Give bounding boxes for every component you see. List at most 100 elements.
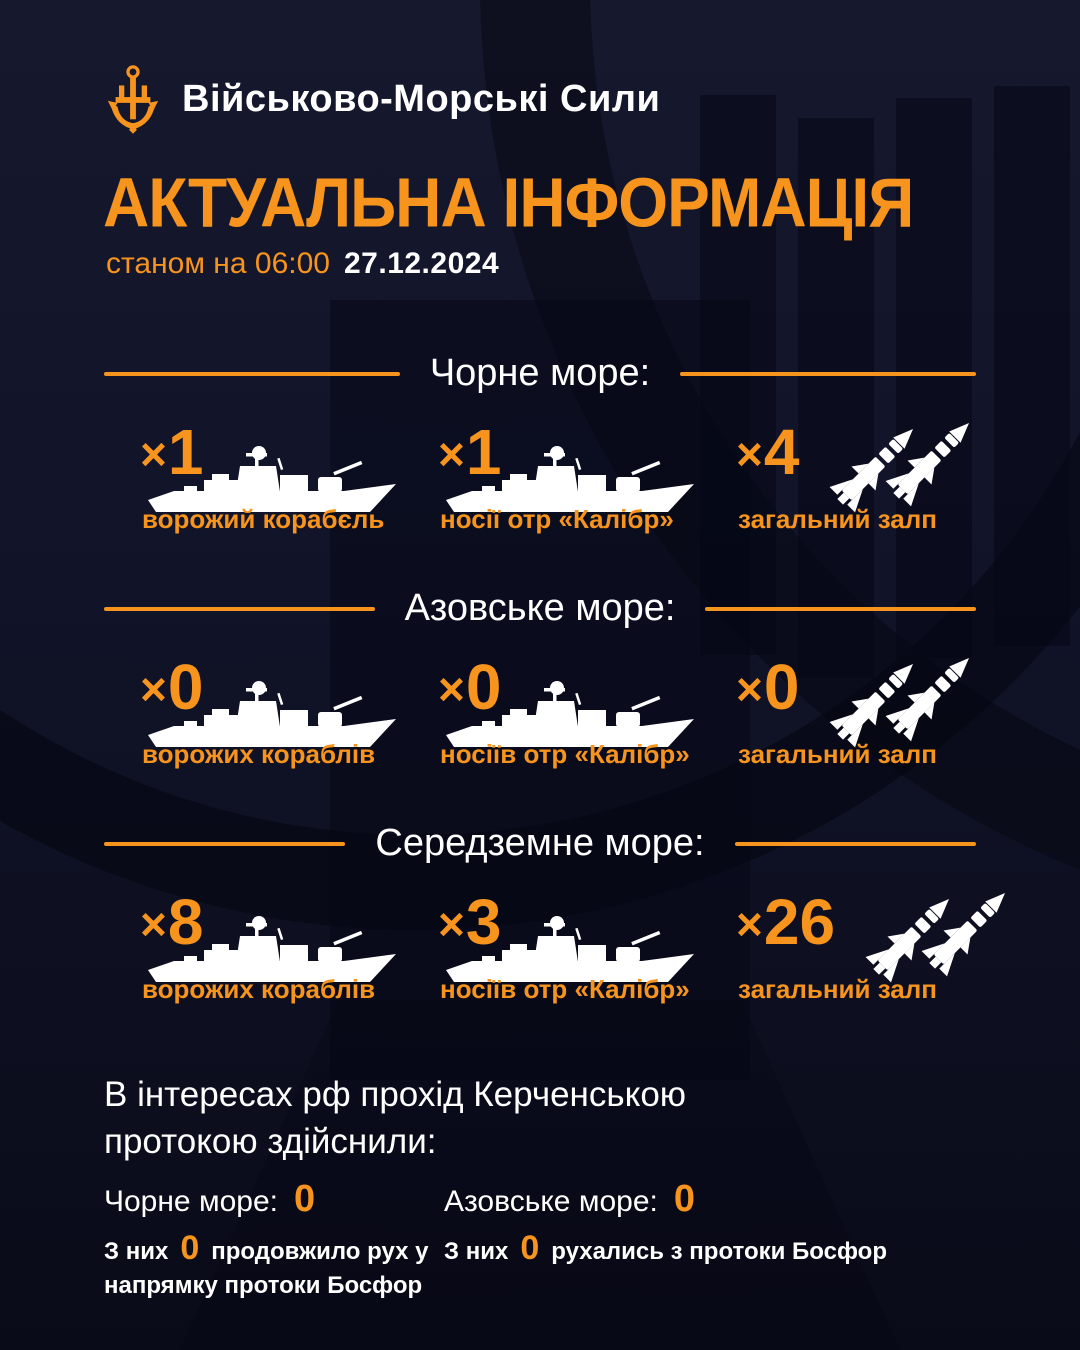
divider-line [680, 371, 977, 376]
kerch-heading: В інтересах рф прохід Керченською проток… [104, 1075, 687, 1161]
stat-value: 3 [465, 886, 502, 958]
times-sign: × [140, 428, 167, 480]
stat-total-salvo: ×26 [736, 890, 1066, 1030]
missiles-icon [829, 657, 970, 748]
times-sign: × [736, 663, 763, 715]
stat-label: ворожих кораблів [142, 974, 376, 1004]
page-title: АКТУАЛЬНА ІНФОРМАЦІЯ [103, 163, 914, 242]
stat-label: ворожих кораблів [142, 739, 376, 769]
times-sign: × [438, 898, 465, 950]
kerch-sea-line: Азовське море: 0 [444, 1180, 924, 1219]
kerch-detail: З них 0 рухались з протоки Босфор [444, 1231, 924, 1269]
warship-icon [446, 916, 694, 982]
mediterranean-sea-stats-row: ×8 [0, 890, 1080, 1030]
kerch-detail-text: продовжило рух у напрямку протоки Босфор [104, 1238, 429, 1299]
stat-value: 0 [465, 651, 502, 723]
stat-figure: ×3 [438, 890, 768, 986]
warship-icon [148, 681, 396, 747]
section-mediterranean-sea-header: Середземне море: [0, 822, 1080, 865]
kerch-sea-label: Чорне море: [104, 1185, 278, 1218]
stat-count: ×8 [140, 890, 203, 954]
kerch-detail: З них 0 продовжило рух у напрямку протоки … [104, 1231, 444, 1302]
stat-value: 1 [465, 416, 502, 488]
black-sea-stats-row: ×1 [0, 420, 1080, 560]
stat-count: ×1 [438, 420, 501, 484]
times-sign: × [140, 663, 167, 715]
kerch-detail-prefix: З них [444, 1238, 509, 1265]
section-title: Чорне море: [429, 352, 651, 394]
org-name: Військово-Морські Сили [182, 77, 661, 120]
stat-figure: ×0 [140, 655, 470, 751]
stat-figure: ×0 [438, 655, 768, 751]
kerch-sea-label: Азовське море: [444, 1185, 658, 1218]
stat-total-salvo: ×0 [736, 655, 1066, 795]
stat-figure: ×26 [736, 890, 1066, 986]
stat-figure: ×8 [140, 890, 470, 986]
divider-line [705, 606, 976, 611]
stat-label: носії отр «Калібр» [440, 504, 674, 534]
stat-count: ×4 [736, 420, 799, 484]
divider-line [104, 841, 346, 846]
stat-value: 0 [763, 651, 800, 723]
times-sign: × [736, 898, 763, 950]
kerch-detail-value: 0 [520, 1229, 540, 1267]
stat-label: загальний залп [738, 504, 937, 534]
stat-kalibr-carriers: ×0 [438, 655, 768, 795]
times-sign: × [438, 663, 465, 715]
divider-line [104, 371, 400, 376]
stat-figure: ×1 [438, 420, 768, 516]
warship-icon [446, 446, 694, 512]
stat-enemy-ships: ×0 [140, 655, 470, 795]
stat-value: 26 [763, 886, 836, 958]
header: Військово-Морські Сили [104, 64, 660, 134]
section-title: Середземне море: [375, 822, 705, 864]
stat-figure: ×0 [736, 655, 1066, 751]
stat-count: ×0 [140, 655, 203, 719]
divider-line [734, 841, 977, 846]
stat-label: носіїв отр «Калібр» [440, 974, 690, 1004]
stat-label: носіїв отр «Калібр» [440, 739, 690, 769]
timestamp-label: станом на 06:00 [106, 247, 330, 280]
stat-enemy-ships: ×8 [140, 890, 470, 1030]
azov-sea-stats-row: ×0 [0, 655, 1080, 795]
stat-figure: ×4 [736, 420, 1066, 516]
stat-kalibr-carriers: ×3 [438, 890, 768, 1030]
kerch-column-azov-sea: Азовське море: 0 З них 0 рухались з проток… [444, 1180, 924, 1269]
stat-enemy-ships: ×1 [140, 420, 470, 560]
timestamp: станом на 06:00 27.12.2024 [106, 247, 499, 281]
stat-value: 1 [167, 416, 204, 488]
stat-figure: ×1 [140, 420, 470, 516]
stat-label: загальний залп [738, 974, 937, 1004]
kerch-sea-value: 0 [293, 1178, 316, 1220]
section-azov-sea-header: Азовське море: [0, 587, 1080, 630]
times-sign: × [140, 898, 167, 950]
times-sign: × [438, 428, 465, 480]
section-title: Азовське море: [404, 587, 676, 629]
navy-anchor-trident-icon [107, 65, 159, 134]
stat-count: ×0 [736, 655, 799, 719]
timestamp-time: 06:00 [254, 247, 330, 280]
warship-icon [446, 681, 694, 747]
kerch-sea-value: 0 [673, 1178, 695, 1220]
timestamp-date: 27.12.2024 [343, 247, 500, 280]
kerch-detail-prefix: З них [104, 1238, 169, 1265]
times-sign: × [736, 428, 763, 480]
kerch-column-black-sea: Чорне море: 0 З них 0 продовжило рух у нап… [104, 1180, 444, 1302]
stat-count: ×1 [140, 420, 203, 484]
divider-line [104, 606, 375, 611]
stat-count: ×3 [438, 890, 501, 954]
stat-count: ×0 [438, 655, 501, 719]
stat-value: 8 [167, 886, 204, 958]
warship-icon [148, 446, 396, 512]
section-black-sea-header: Чорне море: [0, 352, 1080, 395]
stat-kalibr-carriers: ×1 [438, 420, 768, 560]
stat-label: загальний залп [738, 739, 937, 769]
kerch-sea-line: Чорне море: 0 [104, 1180, 444, 1219]
stat-value: 0 [167, 651, 204, 723]
stat-count: ×26 [736, 890, 835, 954]
stat-label: ворожий корабєль [142, 504, 385, 534]
stat-total-salvo: ×4 [736, 420, 1066, 560]
kerch-detail-value: 0 [180, 1229, 200, 1267]
stat-value: 4 [763, 416, 800, 488]
